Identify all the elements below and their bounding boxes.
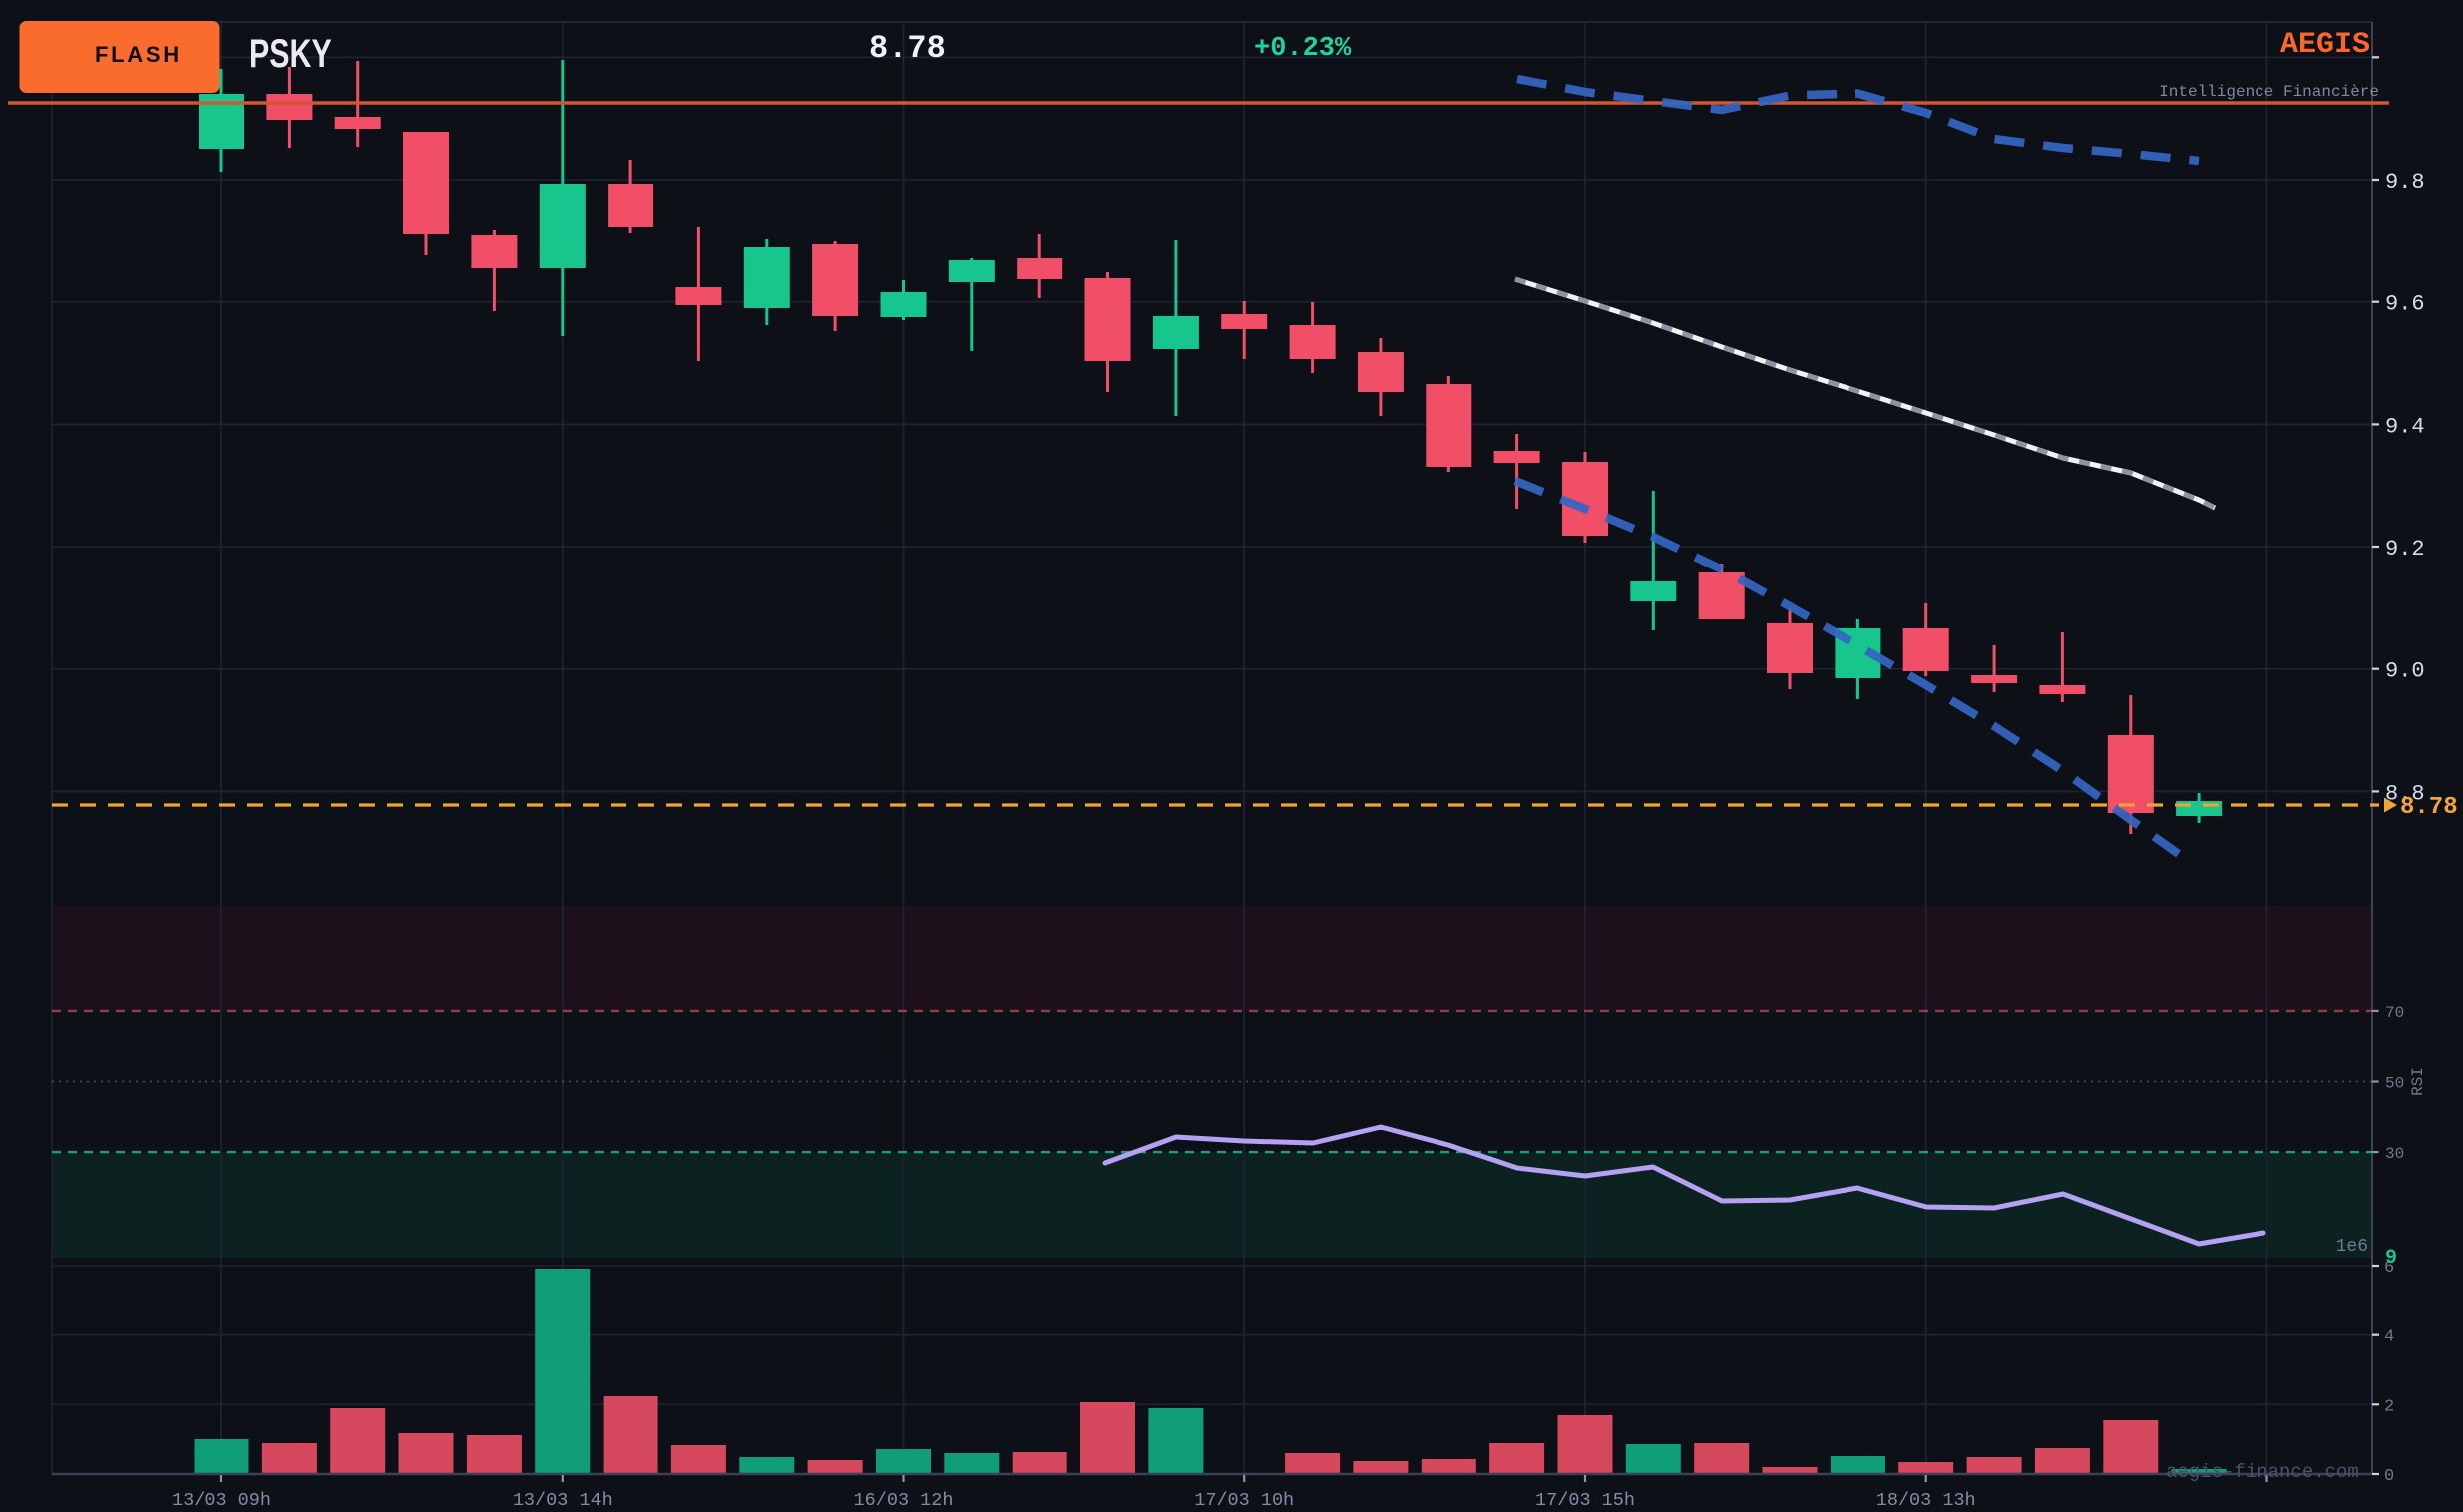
svg-text:PSKY: PSKY (249, 31, 332, 76)
svg-text:9.6: 9.6 (2385, 292, 2425, 317)
svg-text:AEGIS: AEGIS (2280, 28, 2370, 62)
svg-text:2: 2 (2384, 1397, 2394, 1416)
svg-text:4: 4 (2384, 1328, 2394, 1347)
svg-text:8.78: 8.78 (2400, 794, 2458, 821)
svg-text:RSI: RSI (2409, 1067, 2427, 1096)
svg-text:30: 30 (2385, 1145, 2404, 1163)
svg-text:17/03 15h: 17/03 15h (1535, 1490, 1635, 1511)
svg-text:13/03 14h: 13/03 14h (513, 1490, 613, 1511)
svg-text:aegis-finance.com: aegis-finance.com (2166, 1461, 2359, 1483)
svg-text:16/03 12h: 16/03 12h (854, 1490, 954, 1511)
svg-text:9.2: 9.2 (2385, 537, 2425, 562)
svg-text:17/03 10h: 17/03 10h (1194, 1490, 1294, 1511)
svg-text:50: 50 (2385, 1075, 2404, 1093)
svg-text:9: 9 (2385, 1247, 2397, 1270)
svg-text:8.78: 8.78 (869, 30, 946, 67)
svg-text:70: 70 (2385, 1004, 2404, 1022)
svg-text:6: 6 (2384, 1259, 2394, 1278)
svg-text:0: 0 (2384, 1467, 2394, 1486)
svg-text:+0.23%: +0.23% (1254, 34, 1352, 64)
svg-text:13/03 09h: 13/03 09h (172, 1490, 271, 1511)
svg-text:1e6: 1e6 (2336, 1237, 2368, 1257)
svg-text:9.4: 9.4 (2385, 414, 2425, 439)
svg-text:Intelligence Financière: Intelligence Financière (2159, 83, 2379, 101)
svg-text:FLASH: FLASH (95, 42, 182, 67)
svg-text:9.8: 9.8 (2385, 170, 2425, 194)
svg-text:9.0: 9.0 (2385, 659, 2425, 684)
svg-text:18/03 13h: 18/03 13h (1876, 1490, 1976, 1511)
